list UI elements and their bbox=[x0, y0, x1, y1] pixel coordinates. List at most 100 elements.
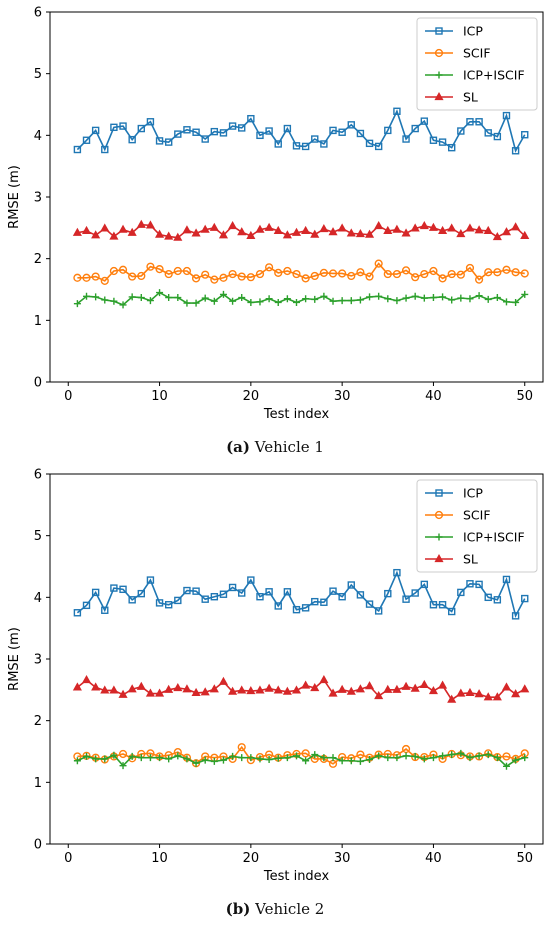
data-point bbox=[201, 756, 209, 764]
data-point bbox=[429, 294, 437, 302]
data-point bbox=[384, 754, 392, 762]
data-point bbox=[502, 111, 511, 120]
data-point bbox=[283, 588, 292, 596]
data-point bbox=[237, 685, 247, 694]
data-point bbox=[402, 595, 410, 603]
series-scif bbox=[73, 259, 529, 285]
data-point bbox=[337, 684, 347, 693]
data-point bbox=[274, 602, 282, 610]
data-point bbox=[392, 684, 402, 693]
data-point bbox=[119, 585, 127, 594]
data-point bbox=[456, 228, 466, 238]
data-point bbox=[329, 126, 337, 135]
data-point bbox=[101, 145, 109, 154]
data-point bbox=[191, 274, 201, 283]
data-point bbox=[393, 107, 401, 115]
data-point bbox=[119, 762, 127, 770]
data-point bbox=[209, 222, 219, 231]
data-point bbox=[228, 220, 238, 230]
legend-label: SCIF bbox=[463, 508, 491, 523]
data-point bbox=[265, 588, 273, 596]
data-point bbox=[393, 754, 401, 762]
data-point bbox=[411, 273, 420, 282]
data-point bbox=[136, 219, 146, 228]
data-point bbox=[365, 139, 374, 148]
legend-marker bbox=[435, 71, 443, 79]
legend-marker bbox=[434, 510, 444, 520]
chart-vehicle-1: 0 10 20 30 40 50 0 1 2 3 4 5 6 Test index RMSE (m) ICP S… bbox=[7, 6, 544, 422]
data-point bbox=[247, 754, 255, 762]
data-point bbox=[429, 601, 438, 609]
data-point bbox=[210, 297, 218, 305]
data-point bbox=[265, 127, 273, 135]
data-point bbox=[128, 596, 136, 604]
data-point bbox=[310, 682, 320, 692]
data-point bbox=[439, 752, 447, 760]
data-point bbox=[501, 227, 512, 236]
data-point bbox=[91, 230, 101, 239]
data-point bbox=[73, 145, 82, 154]
y-tick-label: 3 bbox=[34, 653, 42, 668]
data-point bbox=[521, 754, 529, 762]
data-point bbox=[246, 273, 255, 282]
data-point bbox=[511, 268, 520, 277]
legend-marker bbox=[435, 533, 443, 541]
data-point bbox=[183, 299, 191, 307]
data-point bbox=[365, 272, 374, 281]
data-point bbox=[183, 755, 191, 763]
data-point bbox=[356, 129, 365, 138]
data-point bbox=[448, 143, 456, 152]
series-scif bbox=[73, 743, 529, 768]
data-point bbox=[81, 674, 92, 684]
data-point bbox=[439, 293, 447, 301]
data-point bbox=[210, 275, 219, 284]
caption-letter: (b) bbox=[225, 900, 251, 918]
data-point bbox=[447, 694, 457, 703]
data-point bbox=[493, 596, 502, 604]
data-point bbox=[501, 682, 512, 691]
data-point bbox=[256, 755, 264, 763]
data-point bbox=[310, 271, 319, 281]
data-point bbox=[119, 122, 127, 130]
legend-item: SCIF bbox=[425, 46, 491, 61]
data-point bbox=[374, 142, 383, 151]
data-point bbox=[146, 297, 154, 305]
data-point bbox=[137, 589, 145, 598]
data-point bbox=[337, 223, 347, 232]
data-point bbox=[448, 296, 456, 304]
data-point bbox=[155, 688, 165, 697]
data-point bbox=[73, 757, 81, 765]
data-point bbox=[438, 225, 448, 235]
data-point bbox=[375, 292, 383, 300]
data-point bbox=[164, 138, 173, 146]
data-point bbox=[393, 297, 401, 305]
data-point bbox=[420, 117, 429, 125]
data-point bbox=[338, 757, 346, 765]
legend-label: ICP bbox=[463, 24, 483, 39]
data-point bbox=[429, 754, 437, 762]
data-point bbox=[302, 757, 310, 765]
data-point bbox=[484, 268, 493, 277]
data-point bbox=[255, 685, 265, 694]
data-point bbox=[402, 294, 410, 302]
data-point bbox=[356, 757, 364, 765]
data-point bbox=[410, 683, 420, 692]
data-point bbox=[247, 576, 255, 584]
data-point bbox=[328, 688, 338, 697]
data-point bbox=[419, 679, 429, 688]
data-point bbox=[456, 688, 466, 697]
data-point bbox=[502, 575, 511, 584]
data-point bbox=[411, 589, 419, 597]
x-tick-label: 40 bbox=[425, 851, 442, 866]
series-icp bbox=[73, 107, 529, 155]
data-point bbox=[484, 751, 492, 759]
data-point bbox=[100, 276, 109, 285]
data-point bbox=[520, 684, 530, 693]
data-point bbox=[72, 682, 82, 691]
data-point bbox=[73, 300, 81, 308]
x-tick-label: 50 bbox=[516, 389, 533, 404]
x-tick-label: 20 bbox=[243, 851, 260, 866]
data-point bbox=[110, 751, 118, 759]
series-line bbox=[76, 570, 526, 619]
data-point bbox=[283, 266, 292, 276]
